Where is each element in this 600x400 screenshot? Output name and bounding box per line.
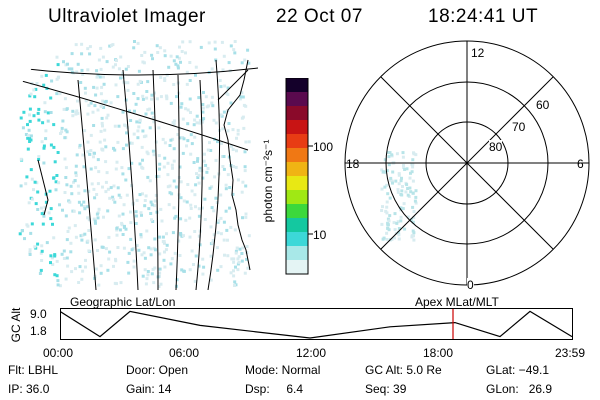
status-flt: Flt: LBHL [8,363,59,377]
altitude-timeline [60,308,573,340]
color-scale [285,78,313,275]
geographic-image [18,40,258,290]
timeline-xtick-0: 00:00 [43,346,74,360]
colorbar-unit-label: photon cm⁻²s⁻¹ [261,139,275,223]
time-label: 18:24:41 UT [428,6,539,27]
timeline-ylabel: GC Alt [9,307,23,343]
instrument-title: Ultraviolet Imager [48,6,206,27]
color-scale-ticks [308,145,313,235]
mlt-label-12: 12 [471,46,485,60]
lon-lines [77,59,221,290]
status-glat: GLat: −49.1 [486,363,550,377]
timeline-xtick-3: 18:00 [423,346,454,360]
lat-lines [18,67,258,151]
apex-mlat-label: Apex MLat/MLT [415,295,499,309]
altitude-curve [60,310,573,339]
polar-plot [344,40,590,286]
status-mode: Mode: Normal [245,363,321,377]
status-seq: Seq: 39 [365,382,407,396]
date-label: 22 Oct 07 [276,6,363,27]
status-glon: GLon: 26.9 [486,382,553,396]
mlt-label-18: 18 [346,157,360,171]
colorbar-tick-10: 10 [313,228,327,242]
status-gcalt: GC Alt: 5.0 Re [365,363,442,377]
mlat-label-80: 80 [489,140,503,154]
status-gain: Gain: 14 [126,382,172,396]
color-scale-bar [286,78,308,275]
mlt-label-6: 6 [577,157,584,171]
geo-latlon-label: Geographic Lat/Lon [70,295,176,309]
timeline-ytick-high: 9.0 [30,307,47,321]
mlat-label-70: 70 [512,120,526,134]
timeline-xtick-2: 12:00 [296,346,327,360]
colorbar-tick-100: 100 [313,140,334,154]
status-dsp: Dsp: 6.4 [245,382,304,396]
aurora-speckle-polar [380,151,418,242]
timeline-xtick-4: 23:59 [555,346,586,360]
status-ip: IP: 36.0 [8,382,50,396]
coastline [37,59,251,271]
timeline-ytick-low: 1.8 [30,324,47,338]
mlat-label-60: 60 [536,98,550,112]
status-door: Door: Open [126,363,189,377]
timeline-xtick-1: 06:00 [169,346,200,360]
mlt-label-0: 0 [467,278,474,292]
aurora-speckle-geo [18,40,251,288]
diagonal-2 [380,76,554,250]
